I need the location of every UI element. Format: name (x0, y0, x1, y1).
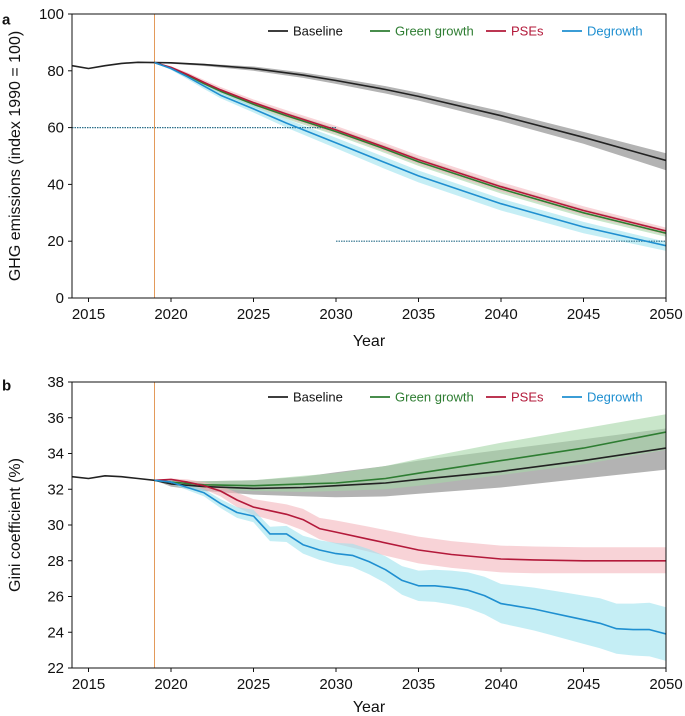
legend: Baseline Green growth PSEs Degrowth (268, 24, 643, 39)
panel-letter: a (2, 11, 11, 28)
x-tick-label: 2040 (484, 306, 517, 323)
legend-label-green-growth: Green growth (395, 24, 474, 39)
band-degrowth (154, 62, 666, 251)
x-axis-title: Year (353, 699, 386, 716)
y-tick-label: 38 (47, 374, 64, 391)
x-tick-label: 2025 (237, 676, 270, 693)
legend-label-degrowth: Degrowth (587, 390, 643, 405)
legend: Baseline Green growth PSEs Degrowth (268, 390, 643, 405)
series-line-green-growth (154, 61, 666, 234)
y-tick-label: 22 (47, 660, 64, 677)
legend-label-baseline: Baseline (293, 24, 343, 39)
y-tick-label: 60 (47, 120, 64, 137)
x-axis-title: Year (353, 333, 386, 350)
band-baseline (72, 62, 666, 171)
series-line-pses (154, 61, 666, 232)
x-tick-label: 2015 (72, 306, 105, 323)
y-tick-label: 34 (47, 446, 64, 463)
x-tick-label: 2030 (319, 676, 352, 693)
series-lines (72, 431, 666, 635)
x-tick-label: 2030 (319, 306, 352, 323)
band-pses (154, 62, 666, 235)
y-tick-label: 32 (47, 481, 64, 498)
x-tick-label: 2020 (154, 306, 187, 323)
x-tick-label: 2050 (649, 306, 682, 323)
y-tick-label: 28 (47, 553, 64, 570)
chart-panel-b: b 2015 2020 2025 2030 2035 2040 2045 2050 22 24 26 2… (2, 374, 683, 716)
x-tick-label: 2040 (484, 676, 517, 693)
x-tick-label: 2045 (567, 306, 600, 323)
x-tick-label: 2035 (402, 676, 435, 693)
series-line-degrowth (154, 479, 666, 635)
y-tick-label: 24 (47, 624, 64, 641)
axes-frame (71, 13, 667, 299)
y-tick-label: 80 (47, 63, 64, 80)
legend-label-green-growth: Green growth (395, 390, 474, 405)
panel-letter: b (2, 377, 11, 394)
legend-label-degrowth: Degrowth (587, 24, 643, 39)
uncertainty-bands (72, 414, 666, 661)
x-tick-label: 2015 (72, 676, 105, 693)
x-tick-label: 2050 (649, 676, 682, 693)
series-line-baseline (72, 447, 666, 490)
x-tick-label: 2045 (567, 676, 600, 693)
band-pses (154, 478, 666, 574)
band-degrowth (154, 480, 666, 661)
x-tick-label: 2025 (237, 306, 270, 323)
series-line-baseline (72, 61, 666, 162)
y-tick-label: 100 (39, 6, 64, 23)
y-tick-label: 36 (47, 410, 64, 427)
series-line-degrowth (154, 61, 666, 247)
x-tick-label: 2035 (402, 306, 435, 323)
legend-label-baseline: Baseline (293, 390, 343, 405)
y-tick-label: 40 (47, 176, 64, 193)
x-tick-label: 2020 (154, 676, 187, 693)
band-baseline (72, 428, 666, 498)
y-tick-label: 30 (47, 517, 64, 534)
y-tick-label: 26 (47, 589, 64, 606)
y-axis-title: Gini coefficient (%) (7, 458, 24, 592)
y-axis-title: GHG emissions (index 1990 = 100) (7, 31, 24, 281)
y-tick-label: 0 (56, 290, 64, 307)
series-line-pses (154, 478, 666, 562)
legend-label-pses: PSEs (511, 390, 544, 405)
legend-label-pses: PSEs (511, 24, 544, 39)
series-lines (72, 61, 666, 247)
y-tick-label: 20 (47, 233, 64, 250)
